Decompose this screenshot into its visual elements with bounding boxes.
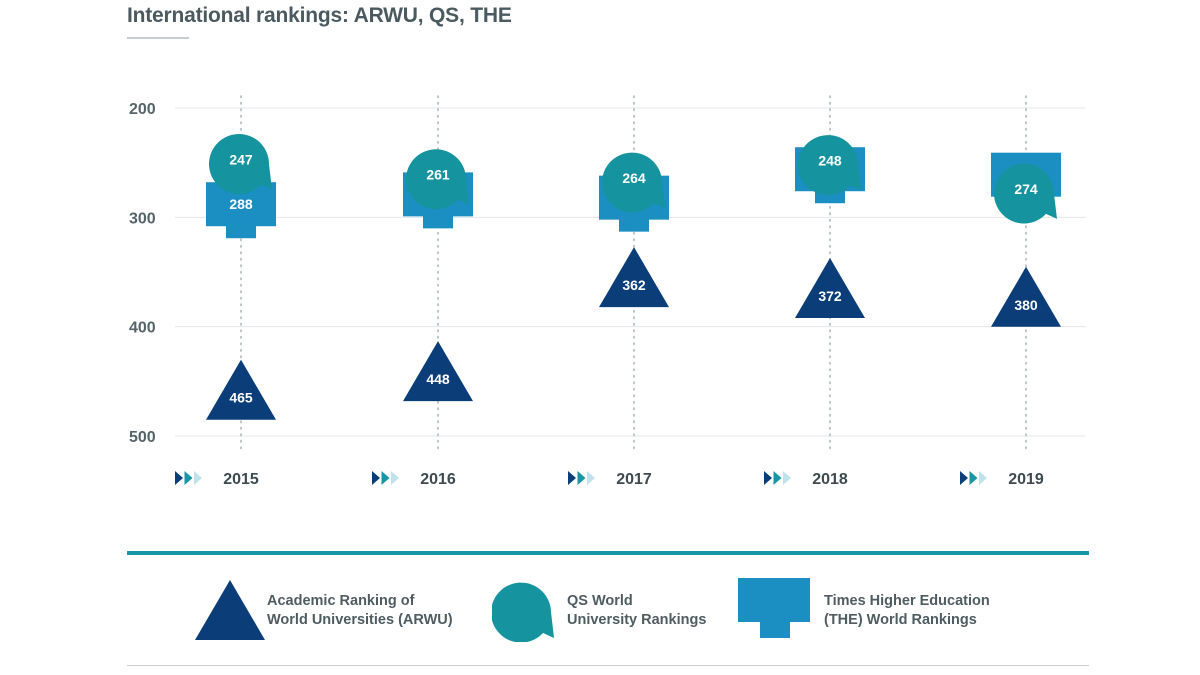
qs-marker: 248 — [798, 135, 861, 196]
qs-marker: 261 — [406, 149, 469, 210]
y-tick-label: 300 — [129, 210, 156, 227]
arrow-chevron — [783, 471, 791, 485]
qs-marker-bubble — [798, 135, 861, 196]
arwu-marker: 380 — [991, 266, 1061, 327]
qs-value-label: 261 — [426, 167, 450, 183]
legend-item-arwu: Academic Ranking of World Universities (… — [195, 578, 485, 642]
qs-value-label: 247 — [229, 151, 253, 167]
arrow-chevron — [184, 471, 193, 485]
y-tick-label: 400 — [129, 320, 156, 337]
arrow-chevron — [764, 471, 772, 485]
qs-marker-bubble — [602, 152, 665, 213]
the-marker-tab — [226, 222, 256, 239]
legend-item-the: Times Higher Education (THE) World Ranki… — [738, 578, 1018, 642]
arwu-marker: 448 — [403, 341, 473, 402]
tab-rectangle-icon — [738, 578, 810, 638]
arwu-marker: 372 — [795, 258, 865, 319]
arrow-chevron — [175, 471, 183, 485]
arwu-marker-triangle — [795, 258, 865, 319]
chart-title: International rankings: ARWU, QS, THE — [127, 4, 512, 27]
qs-marker: 264 — [602, 152, 665, 213]
triangle-icon — [195, 580, 265, 640]
legend-label-qs-line2: University Rankings — [567, 612, 707, 628]
arrow-chevron — [773, 471, 782, 485]
x-tick-label: 2019 — [1008, 471, 1044, 488]
legend-label-arwu-line2: World Universities (ARWU) — [267, 612, 453, 628]
legend-top-divider — [127, 551, 1089, 555]
triple-arrow-icon — [372, 471, 399, 485]
y-tick-label: 500 — [129, 429, 156, 446]
qs-value-label: 274 — [1014, 181, 1038, 197]
arrow-chevron — [372, 471, 380, 485]
arwu-marker: 465 — [206, 359, 276, 420]
legend-item-qs: QS World University Rankings — [492, 578, 732, 642]
triple-arrow-icon — [568, 471, 595, 485]
legend-label-arwu-line1: Academic Ranking of — [267, 593, 415, 609]
triple-arrow-icon — [764, 471, 791, 485]
x-tick-label: 2015 — [223, 471, 259, 488]
qs-marker-bubble — [209, 133, 272, 194]
qs-marker-bubble — [406, 149, 469, 210]
legend-label-the-line1: Times Higher Education — [824, 593, 990, 609]
y-tick-label: 200 — [129, 101, 156, 118]
speech-bubble-icon — [492, 582, 554, 642]
arwu-value-label: 372 — [818, 288, 842, 304]
arrow-chevron — [568, 471, 576, 485]
qs-value-label: 248 — [818, 152, 842, 168]
qs-marker: 247 — [209, 133, 272, 194]
arrow-chevron — [969, 471, 978, 485]
the-marker-tab — [619, 215, 649, 232]
qs-marker: 274 — [994, 163, 1057, 224]
arwu-marker-triangle — [991, 266, 1061, 327]
arrow-chevron — [391, 471, 399, 485]
arwu-value-label: 362 — [622, 277, 646, 293]
arwu-value-label: 448 — [426, 371, 450, 387]
the-marker-tab — [423, 212, 453, 229]
arrow-chevron — [587, 471, 595, 485]
x-tick-label: 2016 — [420, 471, 456, 488]
arwu-marker-triangle — [206, 359, 276, 420]
qs-value-label: 264 — [622, 170, 646, 186]
arrow-chevron — [960, 471, 968, 485]
arwu-marker-triangle — [403, 341, 473, 402]
x-tick-label: 2017 — [616, 471, 652, 488]
the-value-label: 288 — [229, 196, 253, 212]
triple-arrow-icon — [960, 471, 987, 485]
legend-label-the-line2: (THE) World Rankings — [824, 612, 977, 628]
x-tick-label: 2018 — [812, 471, 848, 488]
legend-bottom-divider — [127, 665, 1089, 666]
arwu-value-label: 465 — [229, 390, 253, 406]
arwu-marker-triangle — [599, 247, 669, 308]
arwu-marker: 362 — [599, 247, 669, 308]
title-underline — [127, 37, 189, 39]
triple-arrow-icon — [175, 471, 202, 485]
arrow-chevron — [381, 471, 390, 485]
arrow-chevron — [194, 471, 202, 485]
qs-marker-bubble — [994, 163, 1057, 224]
arwu-value-label: 380 — [1014, 297, 1038, 313]
arrow-chevron — [979, 471, 987, 485]
legend-label-qs-line1: QS World — [567, 593, 633, 609]
arrow-chevron — [577, 471, 586, 485]
chart-plot: 2003004005002015201620172018201928827928… — [129, 95, 1086, 488]
